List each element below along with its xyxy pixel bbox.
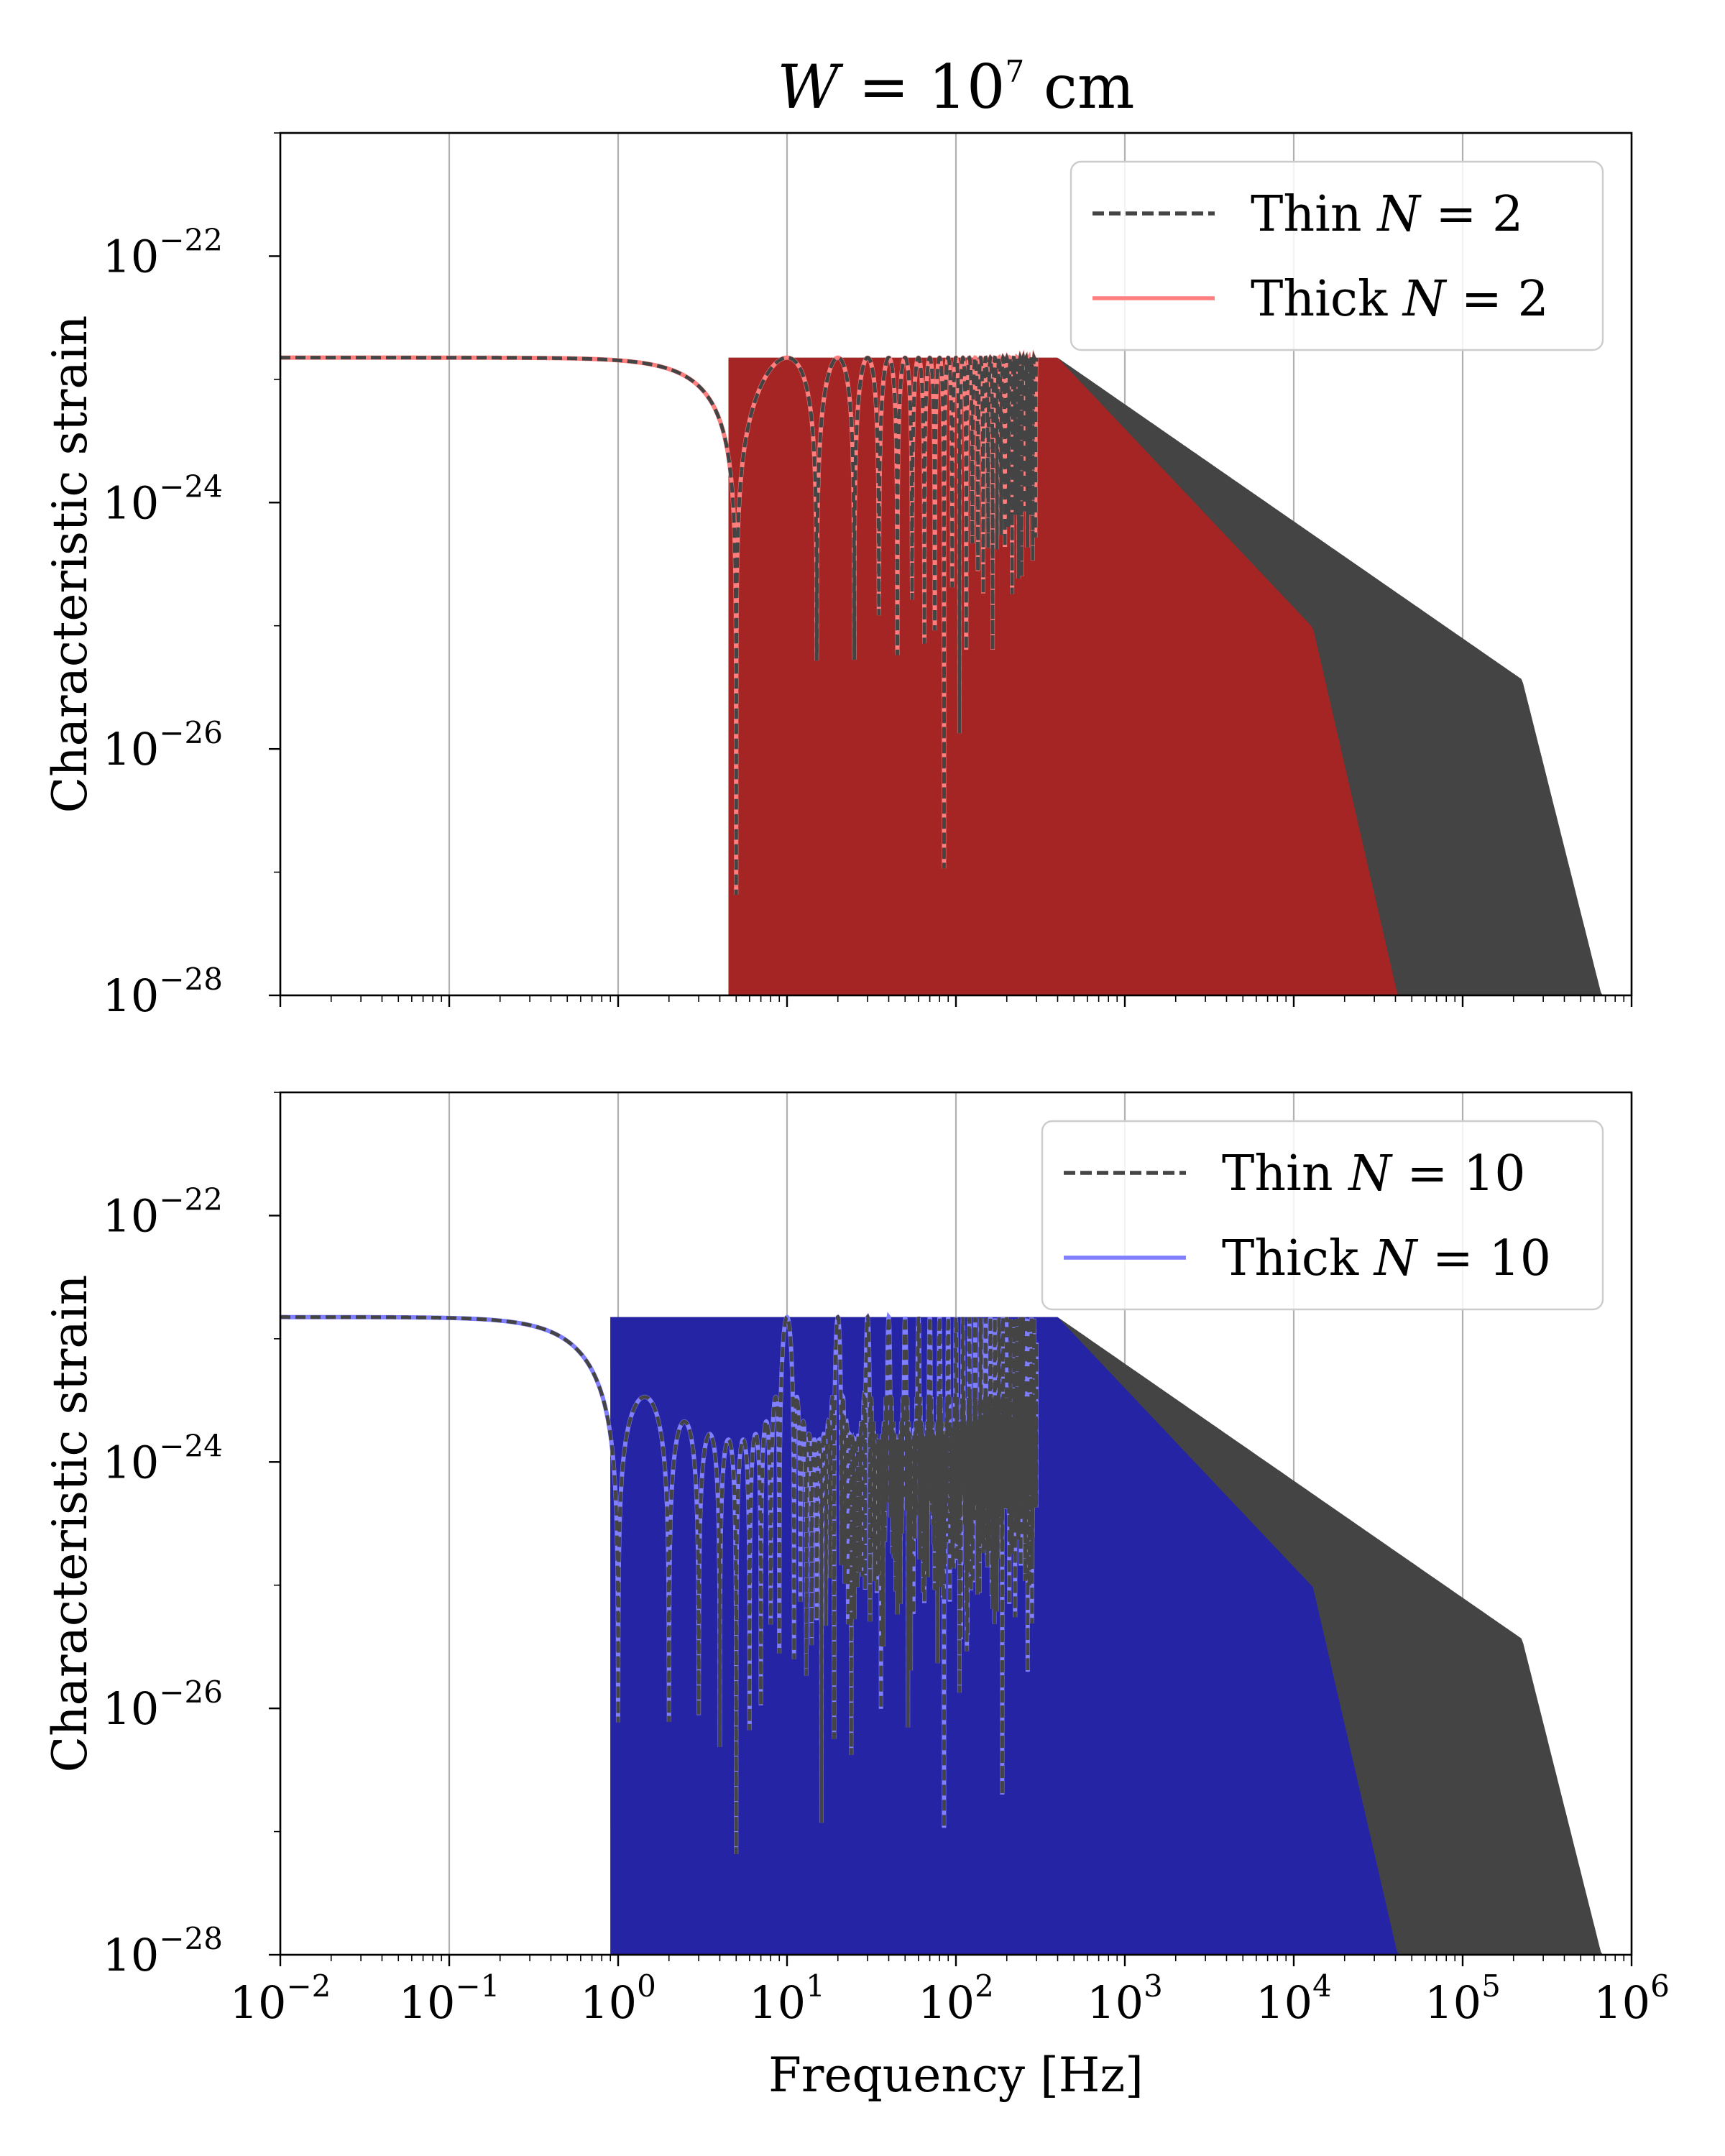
legend-label: Thin N = 2	[1251, 186, 1523, 243]
x-tick-label: 106	[1593, 1968, 1670, 2029]
y-tick-label: 10−28	[102, 962, 223, 1022]
bottom-panel: 10−2 10−1 100 101 102 103 104 105 106 10−22 10−24 1…	[42, 1091, 1670, 2103]
x-tick-label: 100	[580, 1968, 656, 2029]
legend-label: Thick N = 2	[1251, 271, 1549, 328]
legend-box	[1041, 1120, 1604, 1311]
top-panel: 10−22 10−24 10−26 10−28 Characteristic strai…	[42, 132, 1633, 1022]
legend-label: Thin N = 10	[1222, 1146, 1526, 1202]
y-axis-label: Characteristic strain	[42, 1275, 98, 1773]
y-tick-label: 10−22	[102, 222, 223, 282]
x-tick-label: 10−1	[399, 1968, 500, 2029]
x-axis-label: Frequency [Hz]	[768, 2047, 1144, 2103]
x-tick-label: 105	[1425, 1968, 1501, 2029]
y-tick-label: 10−26	[102, 1674, 223, 1735]
x-tick-label: 101	[749, 1968, 825, 2029]
y-axis-label: Characteristic strain	[42, 315, 98, 814]
y-tick-label: 10−24	[102, 469, 223, 529]
x-tick-label: 103	[1087, 1968, 1163, 2029]
y-tick-label: 10−24	[102, 1428, 223, 1488]
x-tick-label: 104	[1256, 1968, 1332, 2029]
legend-box	[1070, 160, 1604, 351]
x-tick-label: 102	[918, 1968, 994, 2029]
x-tick-label: 10−2	[230, 1968, 331, 2029]
thin-series-line	[280, 350, 1039, 895]
thin-series-line	[280, 1312, 1039, 1855]
legend-label: Thick N = 10	[1222, 1230, 1551, 1287]
y-tick-label: 10−28	[102, 1921, 223, 1981]
figure-title: W = 107 cm	[777, 52, 1134, 122]
y-tick-label: 10−22	[102, 1181, 223, 1242]
y-tick-label: 10−26	[102, 715, 223, 775]
